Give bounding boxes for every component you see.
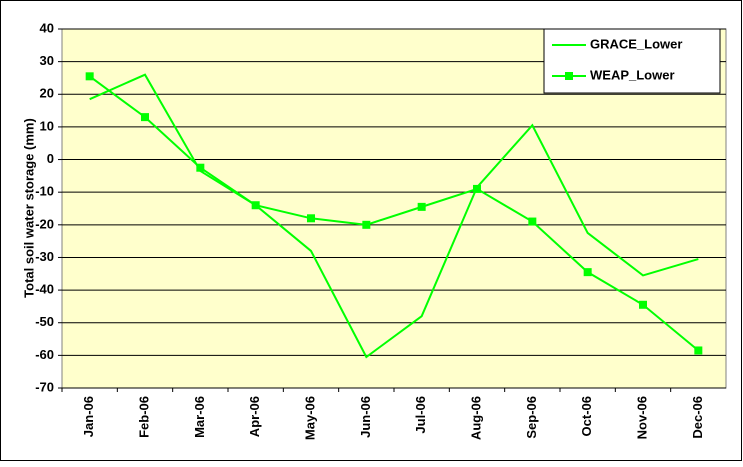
x-tick-label: Nov-06 [634,396,649,439]
x-tick-label: Apr-06 [247,396,262,437]
y-tick-label: 20 [40,86,54,101]
legend-label: GRACE_Lower [590,36,682,51]
marker [85,72,94,81]
legend-label: WEAP_Lower [590,67,675,82]
marker [196,163,205,172]
legend-box [543,28,721,94]
marker [141,113,149,122]
x-tick-label: Feb-06 [136,396,151,438]
legend-marker [565,72,573,80]
series-line [89,73,699,359]
marker [639,300,647,309]
y-axis-label: Total soil water storage (mm) [21,118,36,298]
marker [694,346,703,355]
marker [251,201,260,210]
x-tick-label: Jun-06 [358,396,373,438]
y-tick-label: 0 [47,151,54,166]
marker [473,184,481,193]
y-tick-label: -10 [35,184,54,199]
x-tick-label: Mar-06 [192,396,207,438]
y-tick-label: -60 [35,347,54,362]
y-tick-label: 10 [40,118,54,133]
x-tick-label: Aug-06 [468,396,483,440]
marker [417,202,426,211]
x-tick-label: Dec-06 [690,396,705,439]
marker [583,268,592,277]
x-tick-label: Oct-06 [579,396,594,436]
y-tick-label: -50 [35,314,54,329]
x-tick-label: Sep-06 [524,396,539,439]
series-line [89,75,699,352]
x-tick-label: May-06 [302,396,317,440]
marker [307,214,315,223]
y-tick-label: -70 [35,379,54,394]
y-tick-label: 40 [40,20,54,35]
x-tick-label: Jul-06 [413,396,428,434]
y-tick-label: -40 [35,282,54,297]
x-tick-label: Jan-06 [81,396,96,437]
marker [528,217,537,226]
y-tick-label: -20 [35,216,54,231]
y-tick-label: -30 [35,249,54,264]
marker [362,220,371,229]
y-tick-label: 30 [40,53,54,68]
